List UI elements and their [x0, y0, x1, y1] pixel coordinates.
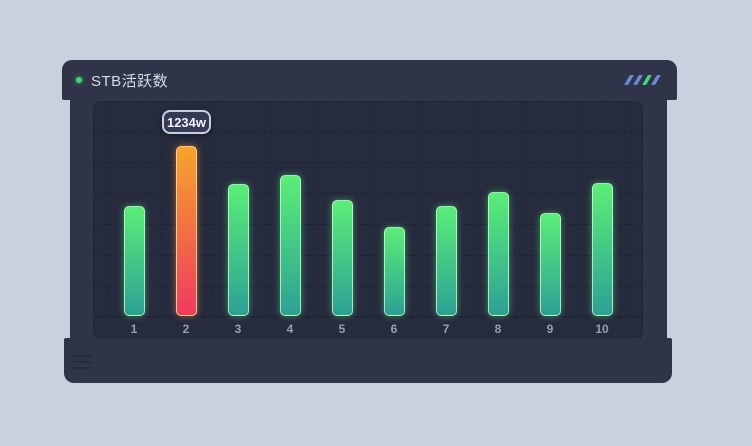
- bar-9[interactable]: [539, 213, 561, 316]
- bar-column: [264, 102, 316, 316]
- v-gridline: [630, 102, 631, 316]
- bar-column: [420, 102, 472, 316]
- slash-icon: [651, 75, 661, 85]
- bar-column: [368, 102, 420, 316]
- bar-4[interactable]: [279, 175, 301, 316]
- x-tick-label: 4: [286, 321, 294, 336]
- v-gridline: [421, 102, 423, 316]
- h-gridline: [94, 131, 642, 132]
- x-tick-label: 1: [130, 321, 138, 336]
- bar-1[interactable]: [123, 206, 145, 316]
- panel-footer: [64, 338, 672, 383]
- h-gridline: [94, 224, 642, 225]
- h-gridline: [94, 286, 642, 287]
- bar-6[interactable]: [383, 227, 405, 316]
- v-gridline: [160, 102, 162, 316]
- v-gridline: [108, 102, 109, 316]
- header-decor-slashes: [622, 75, 661, 85]
- x-tick-label: 2: [182, 321, 190, 336]
- v-gridline: [577, 102, 579, 316]
- v-gridline: [369, 102, 370, 316]
- x-tick-label: 9: [546, 321, 554, 336]
- x-tick-label: 10: [595, 321, 609, 336]
- bar-10[interactable]: [591, 183, 613, 316]
- v-gridline: [525, 102, 527, 316]
- bar-column: [212, 102, 264, 316]
- bar-column: [316, 102, 368, 316]
- v-gridline: [212, 102, 214, 316]
- x-tick-label: 3: [234, 321, 242, 336]
- tooltip-value: 1234w: [166, 114, 207, 130]
- chart-tooltip: 1234w: [162, 110, 211, 134]
- bar-column: [108, 102, 160, 316]
- x-tick-label: 6: [390, 321, 398, 336]
- panel-header: STB活跃数: [62, 60, 677, 100]
- status-dot-icon: [76, 77, 82, 83]
- bar-2[interactable]: [175, 146, 197, 316]
- stb-bar-chart: 1 2 3 4 5 6 7 8 9 10: [93, 101, 643, 340]
- grip-lines-icon: [72, 355, 91, 373]
- bar-7[interactable]: [435, 206, 457, 316]
- h-gridline: [94, 193, 642, 194]
- bar-5[interactable]: [331, 200, 353, 316]
- x-tick-label: 5: [338, 321, 346, 336]
- chart-plot-area: [94, 102, 642, 317]
- bar-3[interactable]: [227, 184, 249, 316]
- h-gridline: [94, 162, 642, 163]
- bar-8[interactable]: [487, 192, 509, 316]
- bar-column: [524, 102, 576, 316]
- x-axis-labels: 1 2 3 4 5 6 7 8 9 10: [94, 318, 642, 339]
- v-gridline: [264, 102, 266, 316]
- v-gridline: [473, 102, 475, 316]
- bar-column: [160, 102, 212, 316]
- bar-column: [576, 102, 628, 316]
- x-tick-label: 7: [442, 321, 450, 336]
- x-tick-label: 8: [494, 321, 502, 336]
- v-gridline: [316, 102, 318, 316]
- bar-column: [472, 102, 524, 316]
- panel-title: STB活跃数: [91, 72, 169, 90]
- h-gridline: [94, 255, 642, 256]
